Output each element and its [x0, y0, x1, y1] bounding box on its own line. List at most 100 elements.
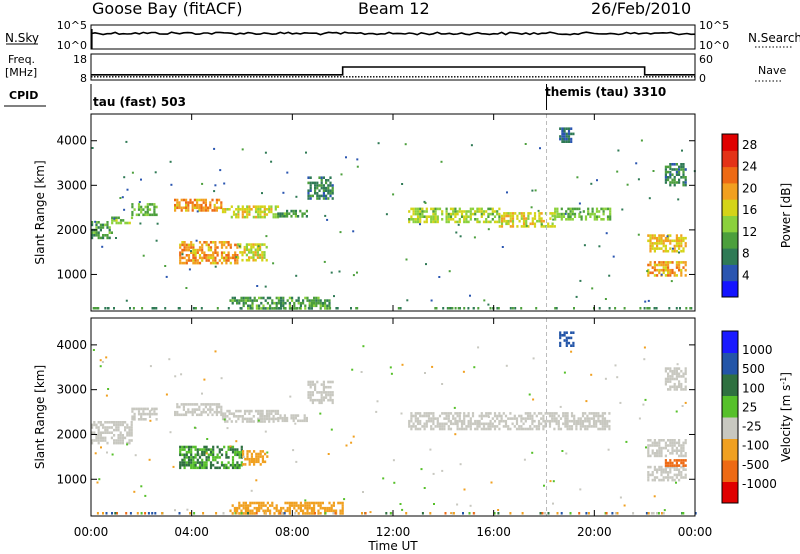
velocity-cell — [311, 393, 314, 397]
velocity-cell — [124, 426, 127, 429]
velocity-cell — [207, 408, 210, 411]
velocity-cell — [460, 427, 464, 431]
power-cell — [651, 242, 654, 245]
power-cell — [680, 234, 683, 237]
power-cell — [522, 225, 526, 228]
power-cell — [527, 217, 530, 220]
power-cell — [277, 212, 280, 215]
velocity-scatter — [180, 373, 183, 376]
power-cell — [531, 217, 534, 220]
power-cell — [95, 221, 98, 224]
velocity-cell — [669, 377, 672, 381]
velocity-cell — [491, 417, 494, 420]
power-cell — [185, 203, 188, 207]
velocity-cell — [319, 506, 322, 510]
velocity-scatter — [431, 365, 434, 368]
velocity-cell — [456, 427, 459, 431]
power-cell — [203, 254, 206, 257]
power-cell — [190, 241, 193, 244]
velocity-ground-cell — [193, 512, 196, 515]
velocity-ground-cell — [140, 512, 143, 515]
power-cell — [309, 181, 312, 185]
power-cell — [243, 210, 247, 214]
power-cell — [192, 259, 195, 262]
velocity-cell — [275, 504, 278, 507]
power-ground-cell — [451, 307, 454, 310]
velocity-cell — [227, 445, 230, 449]
velocity-scatter — [487, 416, 490, 418]
power-scatter — [123, 208, 126, 211]
power-cell — [505, 214, 508, 218]
velocity-cell — [469, 422, 472, 426]
velocity-cell — [416, 419, 420, 423]
velocity-cell — [248, 412, 251, 415]
velocity-cell — [264, 460, 267, 464]
power-cell — [196, 203, 199, 207]
power-cell — [237, 243, 240, 246]
power-cell — [148, 203, 152, 206]
power-cell — [322, 197, 325, 200]
power-cell — [653, 263, 656, 267]
velocity-cell — [228, 409, 231, 413]
power-cell — [493, 215, 497, 218]
velocity-cell — [651, 452, 654, 455]
power-cell — [544, 225, 548, 228]
power-cell — [209, 261, 213, 265]
velocity-cell — [99, 431, 102, 434]
power-cell — [412, 218, 415, 221]
velocity-cell — [250, 455, 253, 458]
velocity-cell — [653, 441, 656, 445]
power-cell — [656, 274, 659, 277]
velocity-cell — [597, 419, 600, 423]
velocity-cell — [218, 450, 221, 454]
xtick-label: 04:00 — [174, 525, 209, 539]
velocity-cell — [568, 419, 571, 423]
velocity-cell — [493, 425, 497, 428]
velocity-cell — [259, 409, 262, 413]
velocity-cell — [491, 425, 494, 428]
power-cell — [260, 296, 263, 300]
velocity-cell — [200, 410, 203, 414]
velocity-cell — [436, 417, 439, 420]
power-cell — [675, 242, 678, 245]
velocity-cell — [93, 423, 96, 427]
power-cell — [201, 251, 204, 254]
velocity-cell — [277, 512, 280, 515]
power-cell — [187, 256, 191, 260]
velocity-cell — [581, 422, 585, 426]
power-colorbar-tick: 20 — [742, 181, 757, 195]
power-cell — [248, 213, 251, 216]
power-cell — [209, 246, 213, 249]
power-ground-cell — [675, 307, 678, 310]
power-cell — [660, 268, 663, 272]
velocity-cell — [102, 426, 105, 429]
power-cell — [106, 221, 109, 224]
velocity-cell — [570, 419, 574, 423]
velocity-cell — [660, 478, 663, 482]
velocity-cell — [673, 372, 676, 376]
velocity-cell — [658, 446, 661, 450]
velocity-cell — [231, 466, 235, 470]
power-scatter — [608, 274, 611, 277]
velocity-cell — [680, 388, 683, 391]
velocity-scatter — [330, 428, 333, 431]
velocity-cell — [250, 417, 253, 421]
velocity-cell — [669, 461, 672, 465]
velocity-cell — [667, 476, 670, 479]
power-cell — [308, 304, 311, 308]
power-cell — [227, 241, 230, 244]
velocity-cell — [673, 473, 676, 477]
power-cell — [207, 259, 210, 262]
velocity-cell — [548, 412, 552, 415]
velocity-cell — [97, 441, 100, 445]
power-cell — [253, 299, 256, 302]
velocity-cell — [214, 466, 217, 470]
velocity-cell — [277, 419, 280, 423]
velocity-cell — [306, 504, 309, 507]
power-cell — [421, 207, 424, 211]
power-cell — [649, 247, 652, 250]
power-cell — [283, 212, 286, 215]
power-cell — [667, 249, 670, 253]
power-cell — [507, 219, 510, 223]
velocity-cell — [671, 441, 674, 445]
